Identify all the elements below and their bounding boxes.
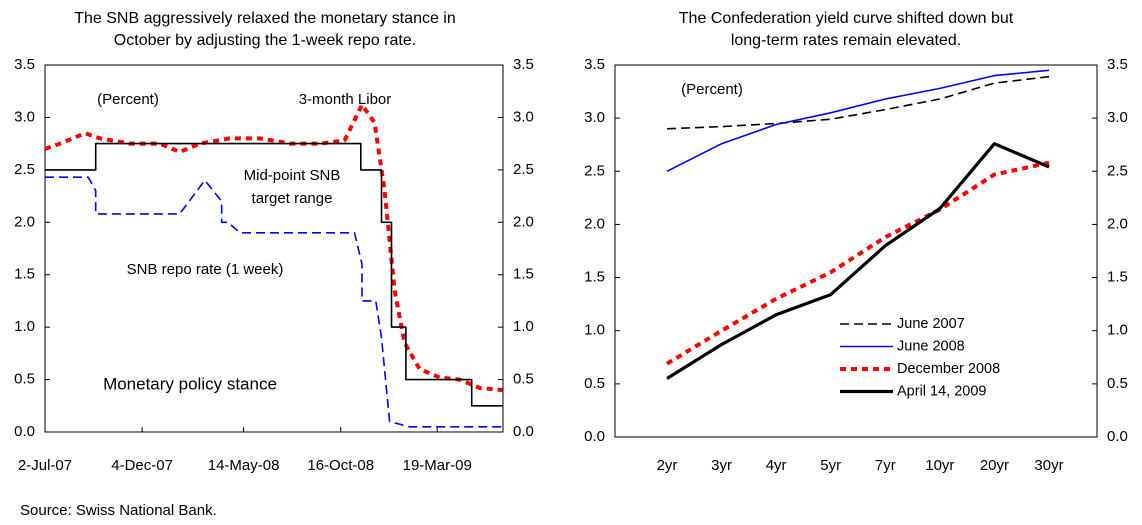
legend-label: June 2007 — [897, 316, 965, 332]
y2-tick-label: 1.5 — [513, 266, 534, 283]
x-tick-label: 14-May-08 — [208, 457, 280, 474]
series-line — [666, 69, 1050, 173]
series-label: 3-month Libor — [299, 91, 392, 108]
series-line — [45, 176, 503, 428]
x-tick-label: 20yr — [980, 457, 1009, 474]
y2-tick-label: 3.0 — [1107, 109, 1128, 126]
y-tick-label: 1.0 — [14, 318, 35, 335]
legend-label: April 14, 2009 — [897, 383, 986, 399]
y-tick-label: 3.0 — [14, 108, 35, 125]
y-tick-label: 0.0 — [584, 428, 605, 445]
x-tick-label: 7yr — [875, 457, 896, 474]
legend-label: June 2008 — [897, 338, 965, 354]
y-tick-label: 1.5 — [584, 269, 605, 286]
x-tick-label: 2-Jul-07 — [18, 457, 72, 474]
annotation: (Percent) — [97, 91, 159, 108]
y-tick-label: 2.0 — [14, 213, 35, 230]
y2-tick-label: 1.5 — [1107, 269, 1128, 286]
y-tick-label: 0.5 — [14, 371, 35, 388]
y-tick-label: 1.0 — [584, 322, 605, 339]
x-tick-label: 5yr — [820, 457, 841, 474]
x-tick-label: 10yr — [925, 457, 954, 474]
y2-tick-label: 2.0 — [513, 213, 534, 230]
annotation: Monetary policy stance — [103, 374, 277, 393]
y-tick-label: 2.5 — [14, 161, 35, 178]
x-tick-label: 4yr — [766, 457, 787, 474]
source-note: Source: Swiss National Bank. — [20, 502, 217, 519]
y2-tick-label: 0.0 — [1107, 428, 1128, 445]
series-line — [44, 102, 503, 393]
y-tick-label: 3.5 — [14, 56, 35, 73]
y-tick-label: 2.0 — [584, 215, 605, 232]
series-label: Mid-point SNB target range — [243, 167, 341, 207]
x-tick-label: 4-Dec-07 — [111, 457, 173, 474]
y2-tick-label: 2.5 — [1107, 162, 1128, 179]
x-tick-label: 2yr — [657, 457, 678, 474]
legend-label: December 2008 — [897, 361, 1000, 377]
y-tick-label: 1.5 — [14, 266, 35, 283]
plot-frame — [614, 64, 1098, 438]
series-line — [666, 75, 1050, 130]
y2-tick-label: 0.5 — [513, 371, 534, 388]
y-tick-label: 0.0 — [14, 423, 35, 440]
series-line — [666, 142, 1050, 380]
y2-tick-label: 3.0 — [513, 108, 534, 125]
series-label: SNB repo rate (1 week) — [127, 261, 284, 278]
y2-tick-label: 0.5 — [1107, 375, 1128, 392]
y-tick-label: 3.5 — [584, 56, 605, 73]
y2-tick-label: 3.5 — [513, 56, 534, 73]
y-tick-label: 3.0 — [584, 109, 605, 126]
y2-tick-label: 1.0 — [1107, 322, 1128, 339]
y2-tick-label: 1.0 — [513, 318, 534, 335]
x-tick-label: 30yr — [1034, 457, 1063, 474]
plot-frame — [44, 64, 504, 433]
annotation: (Percent) — [681, 81, 743, 98]
y-tick-label: 2.5 — [584, 162, 605, 179]
y2-tick-label: 0.0 — [513, 423, 534, 440]
y2-tick-label: 3.5 — [1107, 56, 1128, 73]
y2-tick-label: 2.5 — [513, 161, 534, 178]
chart-title: The SNB aggressively relaxed the monetar… — [74, 10, 456, 49]
series-line — [665, 160, 1050, 366]
x-tick-label: 3yr — [711, 457, 732, 474]
series-line — [45, 142, 503, 407]
chart-title: The Confederation yield curve shifted do… — [678, 10, 1014, 49]
x-tick-label: 19-Mar-09 — [403, 457, 472, 474]
y-tick-label: 0.5 — [584, 375, 605, 392]
y2-tick-label: 2.0 — [1107, 215, 1128, 232]
x-tick-label: 16-Oct-08 — [307, 457, 374, 474]
